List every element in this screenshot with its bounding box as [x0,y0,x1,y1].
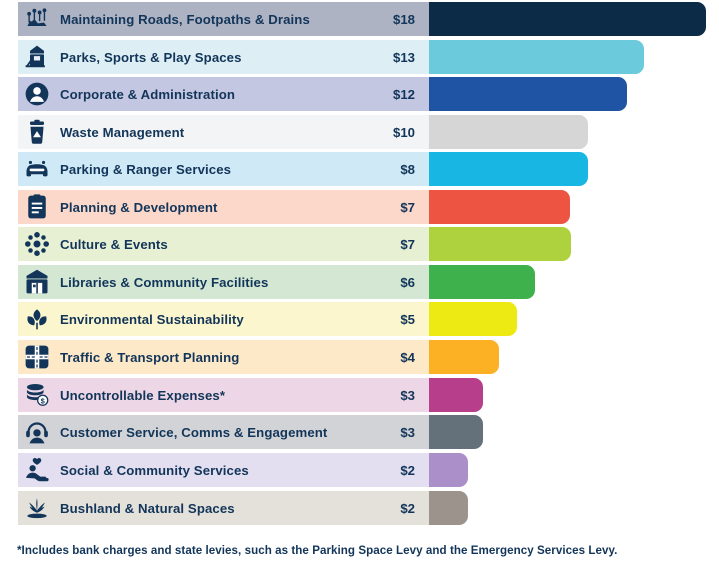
library-icon [22,267,52,297]
bar-segment [429,227,571,261]
chart-row: Parks, Sports & Play Spaces $13 [18,40,719,74]
culture-icon [22,229,52,259]
chart-row: $ Uncontrollable Expenses* $3 [18,378,719,412]
row-value: $2 [400,500,415,516]
row-value: $13 [392,49,415,65]
bar-segment [429,453,468,487]
row-label: Bushland & Natural Spaces [60,500,235,516]
row-label-panel: Traffic & Transport Planning $4 [18,340,429,374]
community-hands-icon [22,455,52,485]
row-value: $4 [400,349,415,365]
row-label-panel: Maintaining Roads, Footpaths & Drains $18 [18,2,429,36]
row-label-panel: Parks, Sports & Play Spaces $13 [18,40,429,74]
bush-icon [22,493,52,523]
row-label-panel: Bushland & Natural Spaces $2 [18,491,429,525]
intersection-icon [22,342,52,372]
row-value: $5 [400,311,415,327]
bar-segment [429,152,588,186]
row-label-panel: Social & Community Services $2 [18,453,429,487]
waste-bin-icon [22,117,52,147]
row-value: $3 [400,424,415,440]
bar-segment [429,415,483,449]
bar-segment [429,340,499,374]
bar-segment [429,265,535,299]
bar-segment [429,302,517,336]
svg-text:$: $ [41,396,46,405]
row-label: Environmental Sustainability [60,311,244,327]
bar-segment [429,77,627,111]
row-label-panel: Corporate & Administration $12 [18,77,429,111]
row-label: Customer Service, Comms & Engagement [60,424,328,440]
chart-row: Libraries & Community Facilities $6 [18,265,719,299]
row-value: $2 [400,462,415,478]
headset-icon [22,417,52,447]
row-label: Waste Management [60,124,185,140]
row-value: $10 [392,124,415,140]
chart-row: Planning & Development $7 [18,190,719,224]
row-value: $6 [400,274,415,290]
row-label: Parking & Ranger Services [60,161,232,177]
row-label-panel: Culture & Events $7 [18,227,429,261]
bar-segment [429,190,570,224]
leaf-icon [22,304,52,334]
chart-row: Waste Management $10 [18,115,719,149]
row-label-panel: Customer Service, Comms & Engagement $3 [18,415,429,449]
clipboard-icon [22,192,52,222]
row-label: Social & Community Services [60,462,249,478]
chart-row: Traffic & Transport Planning $4 [18,340,719,374]
row-label-panel: $ Uncontrollable Expenses* $3 [18,378,429,412]
row-value: $18 [392,11,415,27]
row-label-panel: Waste Management $10 [18,115,429,149]
bar-segment [429,40,644,74]
row-label-panel: Planning & Development $7 [18,190,429,224]
chart-row: Maintaining Roads, Footpaths & Drains $18 [18,2,719,36]
row-value: $3 [400,387,415,403]
chart-row: Environmental Sustainability $5 [18,302,719,336]
chart-row: Social & Community Services $2 [18,453,719,487]
chart-footnote: *Includes bank charges and state levies,… [17,544,618,557]
row-label: Parks, Sports & Play Spaces [60,49,242,65]
coins-icon: $ [22,380,52,410]
row-label: Uncontrollable Expenses* [60,387,226,403]
roadworks-icon [22,4,52,34]
chart-row: Culture & Events $7 [18,227,719,261]
person-circle-icon [22,79,52,109]
chart-row: Corporate & Administration $12 [18,77,719,111]
row-label-panel: Parking & Ranger Services $8 [18,152,429,186]
row-label-panel: Environmental Sustainability $5 [18,302,429,336]
row-value: $7 [400,199,415,215]
row-value: $8 [400,161,415,177]
row-value: $12 [392,86,415,102]
row-label: Culture & Events [60,236,168,252]
chart-row: Parking & Ranger Services $8 [18,152,719,186]
row-label: Traffic & Transport Planning [60,349,240,365]
row-label: Maintaining Roads, Footpaths & Drains [60,11,310,27]
row-label-panel: Libraries & Community Facilities $6 [18,265,429,299]
bar-segment [429,2,706,36]
row-value: $7 [400,236,415,252]
car-icon [22,154,52,184]
bar-segment [429,115,588,149]
row-label: Corporate & Administration [60,86,236,102]
chart-row: Bushland & Natural Spaces $2 [18,491,719,525]
bar-segment [429,491,468,525]
row-label: Libraries & Community Facilities [60,274,269,290]
playground-icon [22,42,52,72]
chart-row: Customer Service, Comms & Engagement $3 [18,415,719,449]
row-label: Planning & Development [60,199,218,215]
bar-segment [429,378,483,412]
